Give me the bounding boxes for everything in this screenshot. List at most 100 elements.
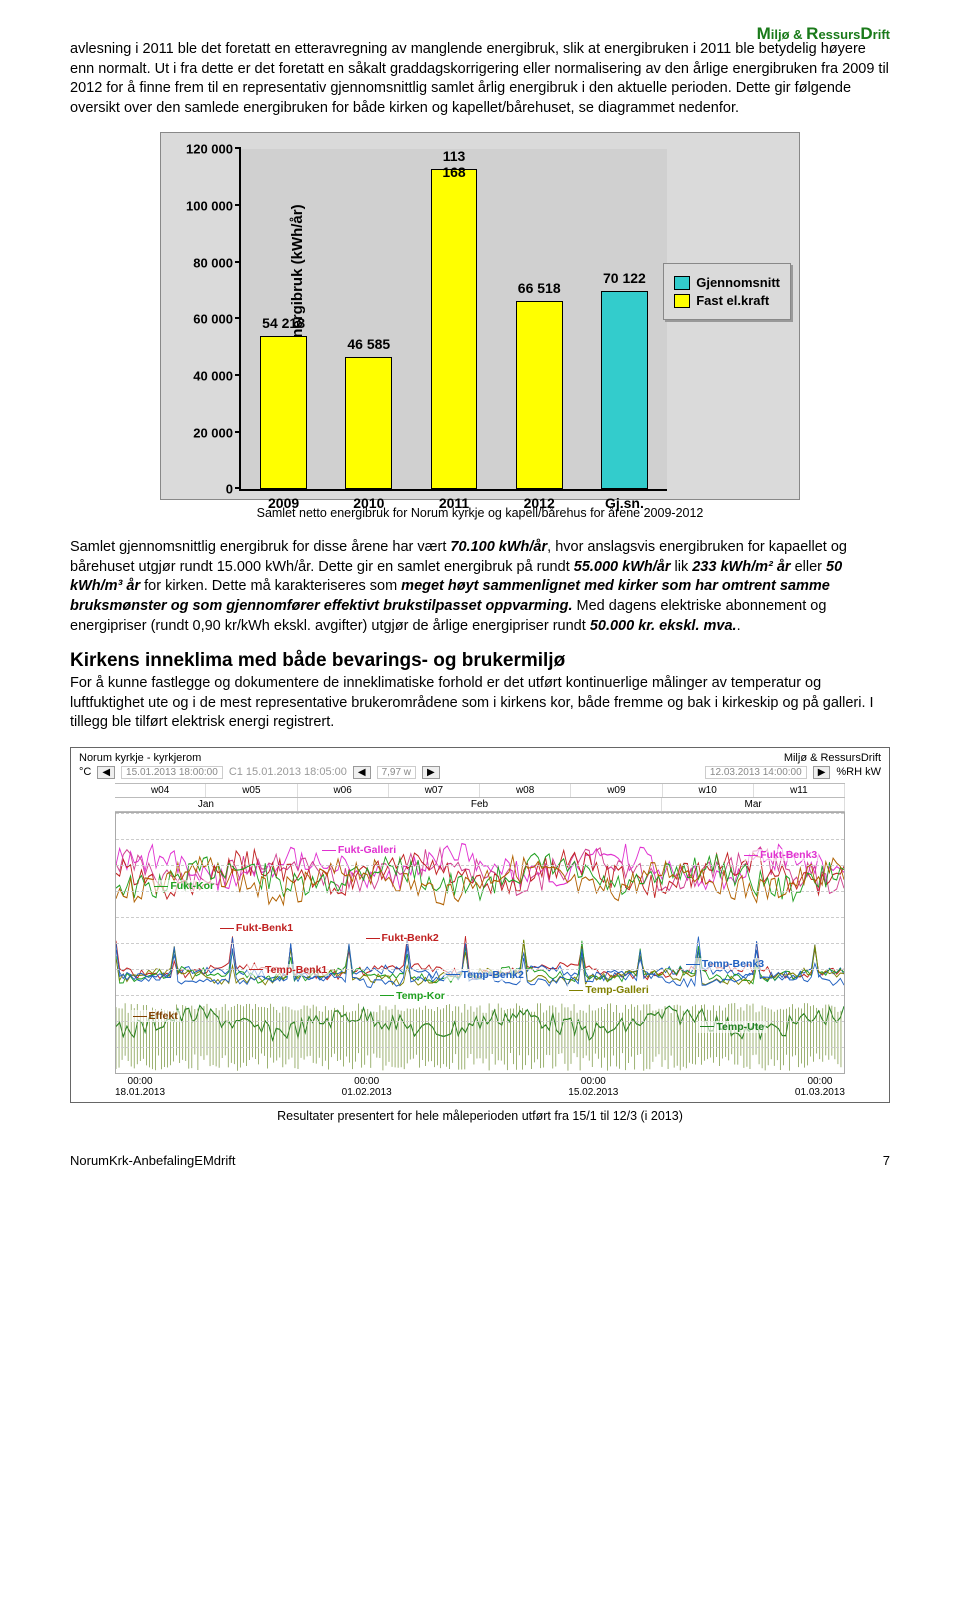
bar-value-label: 54 218 [261, 315, 306, 331]
brand-corner: Miljø & RessursDrift [757, 24, 890, 44]
series-label-text: Fukt-Galleri [338, 844, 396, 856]
page: Miljø & RessursDrift avlesning i 2011 bl… [0, 0, 960, 1198]
timeseries-chart: Norum kyrkje - kyrkjerom Miljø & Ressurs… [70, 747, 890, 1103]
bar-chart-xtick: Gj.sn. [605, 495, 644, 511]
bar-chart-ytick: 0 [181, 482, 233, 497]
series-label: Effekt [131, 1010, 180, 1022]
series-label: Temp-Galleri [567, 984, 650, 996]
bar-chart-ytick: 80 000 [181, 255, 233, 270]
cursor-mid-next-icon[interactable]: ▶ [422, 766, 440, 779]
bar-value-label: 113 168 [432, 148, 477, 180]
timeseries-month-row: JanFebMar [115, 798, 845, 812]
bar-value-label: 46 585 [346, 336, 391, 352]
series-label-text: Effekt [149, 1010, 178, 1022]
bar: 70 122 [601, 291, 648, 490]
timeseries-week-row: w04w05w06w07w08w09w10w11 [115, 783, 845, 798]
bar-chart-plot: Normalisert energibruk (kWh/år) 020 0004… [239, 149, 667, 491]
energy-bar-chart: Normalisert energibruk (kWh/år) 020 0004… [160, 132, 800, 500]
cursor-c1-label: C1 15.01.2013 18:05:00 [229, 766, 347, 778]
x-tick: 00:0001.02.2013 [342, 1076, 392, 1098]
cursor-mid-prev-icon[interactable]: ◀ [353, 766, 371, 779]
series-label: Temp-Benk1 [247, 964, 329, 976]
bar-chart-xtick: 2010 [353, 495, 384, 511]
series-label: Temp-Kor [378, 990, 447, 1002]
series-label: Fukt-Galleri [320, 844, 398, 856]
paragraph-2: Samlet gjennomsnittlig energibruk for di… [70, 538, 890, 636]
bar: 54 218 [260, 336, 307, 490]
bar-value-label: 66 518 [517, 280, 562, 296]
cursor-next-icon[interactable]: ▶ [813, 766, 831, 779]
series-line [116, 1003, 841, 1071]
bar-chart-ytick: 20 000 [181, 425, 233, 440]
bar-chart-xtick: 2009 [268, 495, 299, 511]
series-label: Fukt-Benk2 [364, 932, 441, 944]
legend-label: Gjennomsnitt [696, 275, 780, 290]
month-cell: Mar [662, 798, 845, 811]
x-tick: 00:0018.01.2013 [115, 1076, 165, 1098]
bar-chart-ytick: 100 000 [181, 198, 233, 213]
series-label: Fukt-Benk3 [742, 849, 819, 861]
series-label: Fukt-Benk1 [218, 922, 295, 934]
cursor-value-field: 7,97 w [377, 766, 416, 779]
timeseries-plot: 80706050403020100-10-20 60 50055 45050 4… [115, 812, 845, 1074]
page-footer: NorumKrk-AnbefalingEMdrift 7 [70, 1153, 890, 1168]
bar: 113 168 [431, 169, 478, 490]
series-label: Temp-Benk3 [684, 958, 766, 970]
bar-chart-legend: Gjennomsnitt Fast el.kraft [663, 263, 791, 320]
section-heading: Kirkens inneklima med både bevarings- og… [70, 650, 890, 672]
cursor-time-field: 15.01.2013 18:00:00 [121, 766, 223, 779]
week-cell: w04 [115, 784, 206, 797]
week-cell: w07 [389, 784, 480, 797]
bar-chart-ytick: 40 000 [181, 368, 233, 383]
week-cell: w05 [206, 784, 297, 797]
week-cell: w08 [480, 784, 571, 797]
bar-chart-xtick: 2012 [524, 495, 555, 511]
unit-right-label: %RH kW [836, 766, 881, 778]
timeseries-caption: Resultater presentert for hele måleperio… [70, 1109, 890, 1123]
series-label-text: Fukt-Benk3 [760, 849, 817, 861]
week-cell: w10 [663, 784, 754, 797]
bar-chart-ytick: 120 000 [181, 142, 233, 157]
bar: 46 585 [345, 357, 392, 489]
week-cell: w06 [298, 784, 389, 797]
paragraph-3: For å kunne fastlegge og dokumentere de … [70, 674, 890, 733]
cursor-prev-icon[interactable]: ◀ [97, 766, 115, 779]
legend-label: Fast el.kraft [696, 293, 769, 308]
timeseries-title-right: Miljø & RessursDrift [784, 752, 881, 764]
bar: 66 518 [516, 301, 563, 489]
series-label-text: Temp-Benk3 [702, 958, 764, 970]
timeseries-title-left: Norum kyrkje - kyrkjerom [79, 752, 201, 764]
paragraph-1: avlesning i 2011 ble det foretatt en ett… [70, 40, 890, 118]
x-tick: 00:0015.02.2013 [568, 1076, 618, 1098]
legend-item: Gjennomsnitt [674, 275, 780, 290]
bar-chart-xtick: 2011 [439, 495, 469, 511]
footer-page-number: 7 [883, 1153, 890, 1168]
legend-swatch-icon [674, 276, 690, 290]
legend-swatch-icon [674, 294, 690, 308]
end-time-field: 12.03.2013 14:00:00 [705, 766, 807, 779]
series-label-text: Fukt-Kor [170, 880, 214, 892]
legend-item: Fast el.kraft [674, 293, 780, 308]
timeseries-toolbar: °C ◀ 15.01.2013 18:00:00 C1 15.01.2013 1… [75, 766, 885, 783]
series-line [116, 856, 844, 905]
series-label-text: Temp-Galleri [585, 984, 648, 996]
timeseries-header: Norum kyrkje - kyrkjerom Miljø & Ressurs… [75, 752, 885, 766]
series-label: Fukt-Kor [152, 880, 216, 892]
series-label-text: Temp-Benk2 [462, 969, 524, 981]
unit-left-label: °C [79, 766, 91, 778]
week-cell: w11 [754, 784, 845, 797]
series-label: Temp-Benk2 [444, 969, 526, 981]
bar-value-label: 70 122 [602, 270, 647, 286]
bar-chart-caption: Samlet netto energibruk for Norum kyrkje… [70, 506, 890, 520]
timeseries-x-axis: 00:0018.01.2013 00:0001.02.2013 00:0015.02… [115, 1076, 845, 1098]
series-label-text: Temp-Ute [716, 1021, 764, 1033]
footer-left: NorumKrk-AnbefalingEMdrift [70, 1153, 235, 1168]
series-label-text: Fukt-Benk1 [236, 922, 293, 934]
bar-chart-ytick: 60 000 [181, 312, 233, 327]
series-label-text: Temp-Kor [396, 990, 445, 1002]
series-label-text: Fukt-Benk2 [382, 932, 439, 944]
month-cell: Jan [115, 798, 298, 811]
month-cell: Feb [298, 798, 663, 811]
series-label-text: Temp-Benk1 [265, 964, 327, 976]
x-tick: 00:0001.03.2013 [795, 1076, 845, 1098]
